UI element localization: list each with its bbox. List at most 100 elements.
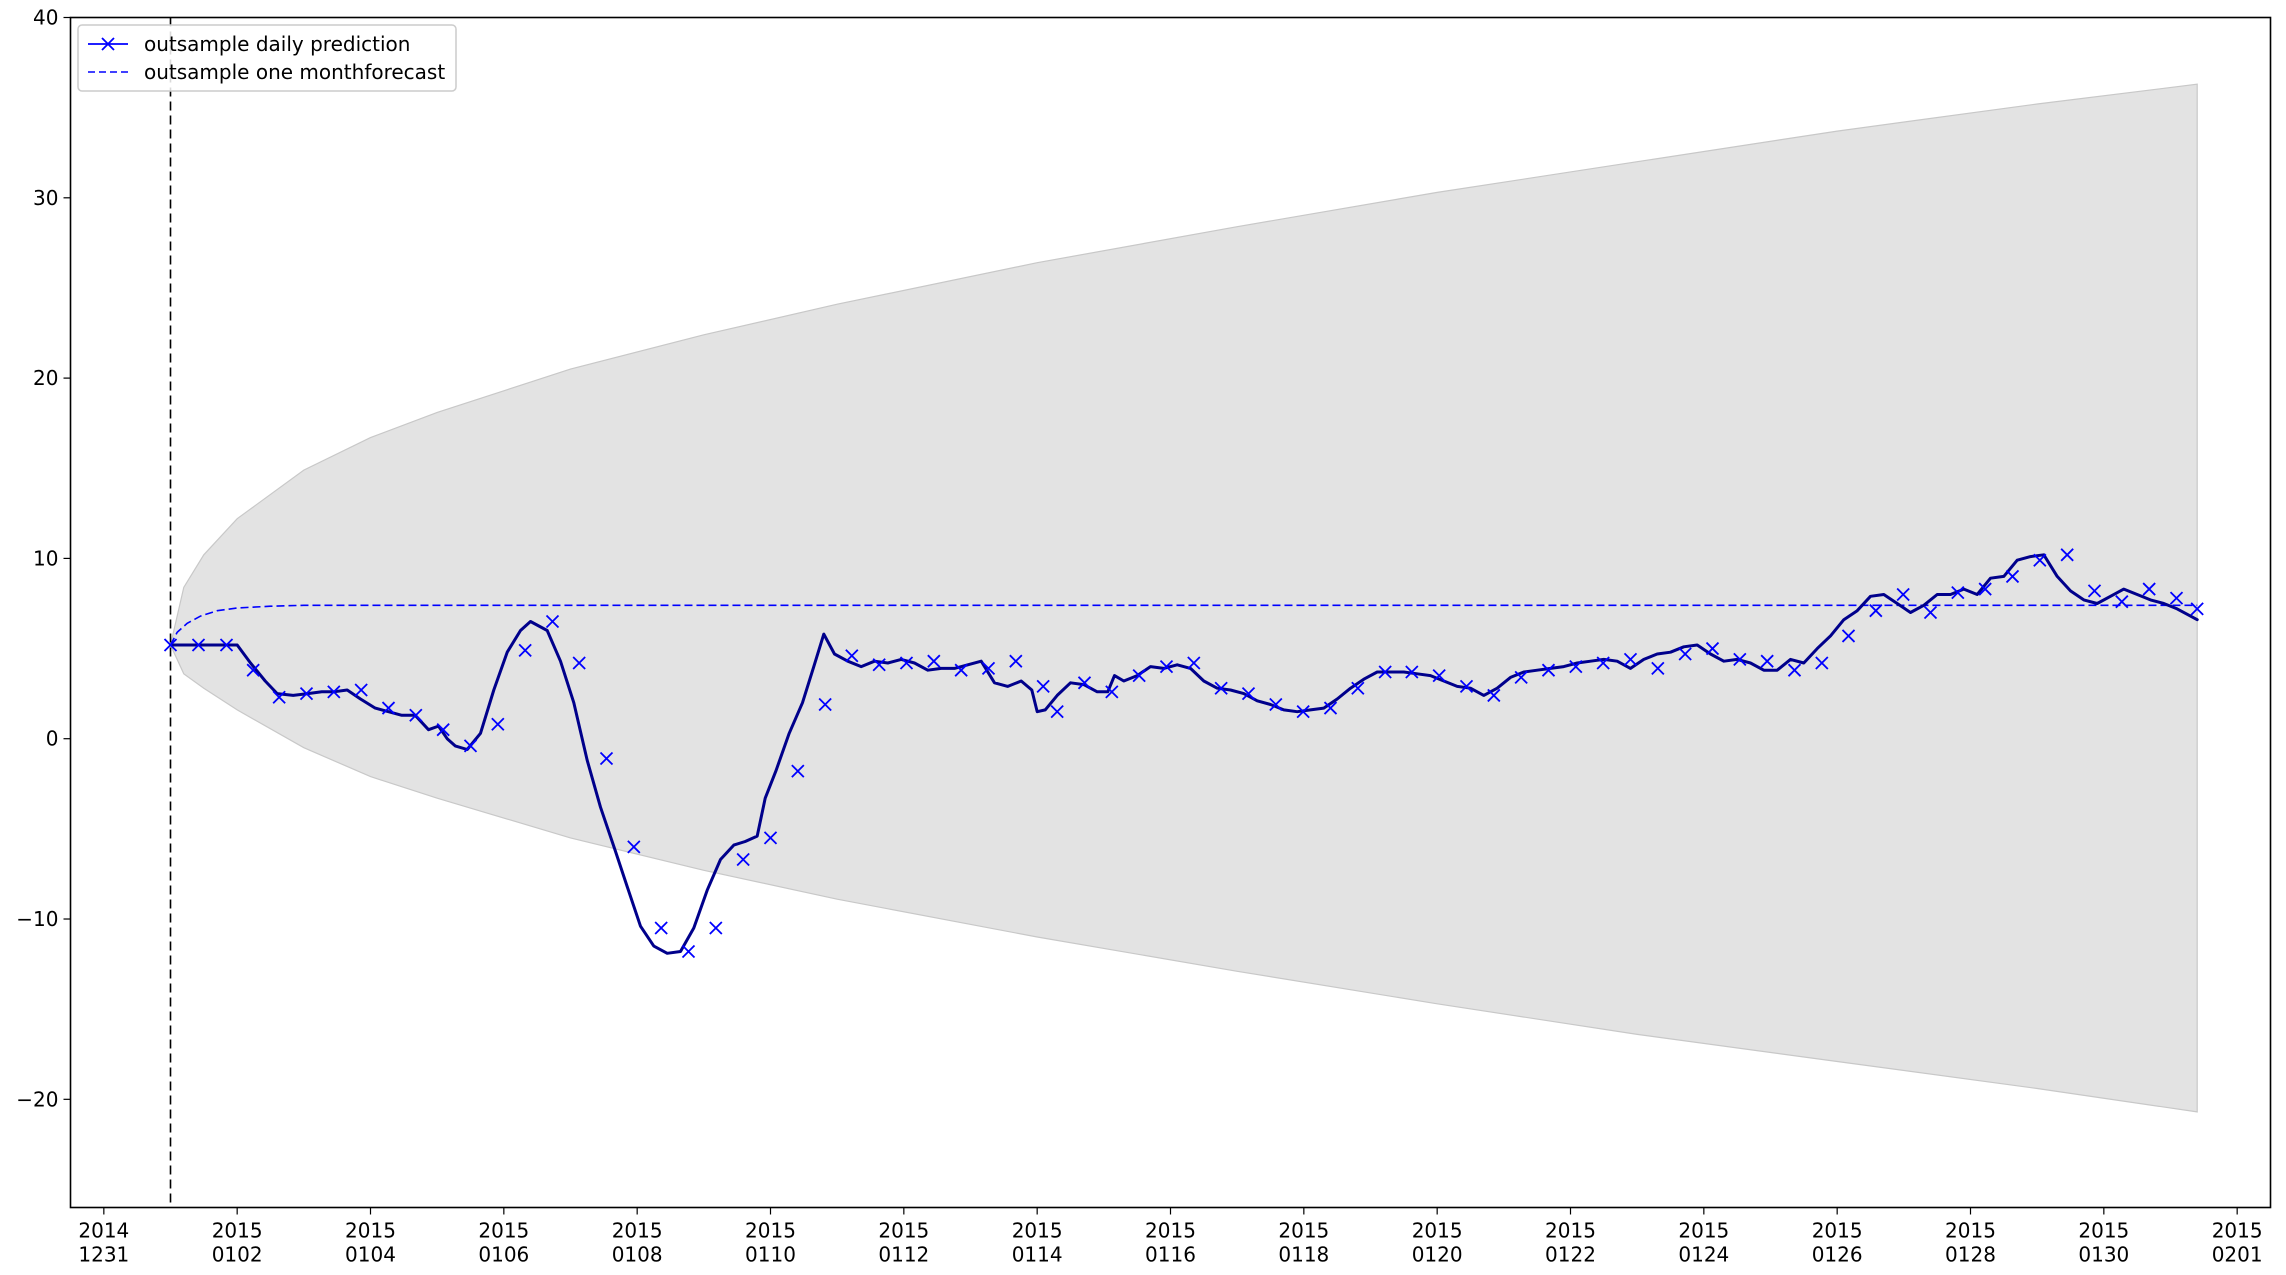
prediction-marker	[1923, 605, 1938, 620]
prediction-marker	[327, 685, 341, 699]
prediction-marker	[1951, 586, 1965, 600]
prediction-marker	[219, 638, 234, 652]
prediction-marker	[709, 921, 723, 935]
prediction-marker	[1241, 686, 1256, 701]
prediction-marker	[381, 701, 396, 715]
prediction-marker	[1405, 665, 1419, 679]
prediction-marker	[1541, 663, 1556, 677]
prediction-marker	[2033, 553, 2047, 567]
confidence-band-layer	[169, 83, 2198, 1113]
prediction-marker	[463, 739, 478, 753]
prediction-line	[169, 553, 2199, 955]
prediction-marker	[1733, 652, 1747, 667]
y-axis: −20 −10 0 10 20 30 40	[16, 6, 71, 1111]
x-tick-label-date: 0116	[1145, 1243, 1196, 1267]
x-tick-label-date: 0112	[878, 1243, 929, 1267]
prediction-marker	[1841, 629, 1856, 643]
prediction-marker	[927, 654, 941, 668]
prediction-marker	[1487, 688, 1501, 703]
prediction-marker	[1896, 587, 1910, 602]
prediction-marker	[518, 643, 532, 658]
prediction-marker	[1378, 665, 1392, 679]
prediction-marker	[1036, 679, 1050, 694]
x-tick-label-year: 2015	[878, 1219, 929, 1243]
legend-prediction-label: outsample daily prediction	[144, 32, 410, 56]
x-tick-label-date: 0114	[1012, 1243, 1063, 1267]
prediction-marker	[1351, 681, 1365, 695]
prediction-marker	[163, 638, 178, 652]
prediction-marker	[1159, 659, 1174, 674]
prediction-marker	[491, 717, 505, 731]
prediction-marker	[2060, 548, 2074, 562]
prediction-marker	[1760, 654, 1774, 668]
forecast-line	[169, 604, 2198, 646]
prediction-marker	[2190, 602, 2204, 616]
prediction-marker	[545, 614, 560, 629]
forecast-series-layer	[169, 604, 2198, 646]
prediction-series-layer	[169, 553, 2199, 955]
x-tick-label-year: 2015	[2212, 1219, 2263, 1243]
prediction-marker	[2087, 584, 2102, 598]
prediction-marker	[1815, 656, 1829, 670]
prediction-marker	[191, 638, 206, 652]
prediction-marker	[1514, 670, 1528, 685]
x-tick-label-date: 0201	[2212, 1243, 2263, 1267]
prediction-marker	[1651, 661, 1665, 676]
y-tick-label: 0	[46, 727, 59, 751]
prediction-marker	[299, 686, 314, 701]
y-tick-label: 40	[33, 6, 58, 30]
confidence-band	[169, 83, 2198, 1113]
prediction-marker	[1009, 654, 1023, 668]
x-tick-label-date: 0130	[2078, 1243, 2129, 1267]
prediction-marker	[954, 663, 968, 677]
x-tick-label-date: 1231	[78, 1243, 129, 1267]
prediction-marker-layer	[163, 548, 2204, 959]
prediction-marker	[2142, 582, 2156, 596]
prediction-marker	[872, 658, 886, 672]
x-tick-label-date: 0104	[345, 1243, 396, 1267]
prediction-marker	[246, 663, 260, 677]
prediction-marker	[599, 751, 614, 766]
legend-prediction-marker	[101, 37, 115, 51]
prediction-marker	[272, 690, 286, 704]
y-tick-label: 20	[33, 366, 58, 390]
prediction-marker	[1214, 681, 1228, 695]
x-tick-label-year: 2015	[345, 1219, 396, 1243]
legend-frame	[77, 24, 457, 92]
prediction-marker	[818, 697, 832, 712]
prediction-marker	[1132, 668, 1146, 683]
prediction-marker	[409, 708, 423, 722]
prediction-marker	[1187, 656, 1201, 670]
prediction-marker	[1705, 641, 1720, 656]
prediction-marker	[627, 840, 641, 854]
x-axis: 2014123120150102201501042015010620150108…	[78, 1207, 2263, 1267]
x-tick-label-date: 0122	[1545, 1243, 1596, 1267]
y-tick-label: −10	[16, 907, 58, 931]
prediction-marker	[1978, 582, 1992, 596]
x-tick-label-date: 0124	[1678, 1243, 1729, 1267]
x-tick-label-date: 0108	[612, 1243, 663, 1267]
prediction-marker	[1323, 701, 1338, 715]
prediction-marker	[791, 764, 805, 778]
prediction-marker	[1596, 656, 1610, 670]
prediction-marker	[899, 656, 914, 670]
prediction-marker	[1296, 705, 1310, 719]
x-tick-label-year: 2015	[212, 1219, 263, 1243]
x-tick-label-date: 0128	[1945, 1243, 1996, 1267]
x-tick-label-year: 2015	[1412, 1219, 1463, 1243]
x-tick-label-year: 2015	[1812, 1219, 1863, 1243]
y-tick-label: −20	[16, 1087, 58, 1111]
prediction-marker	[981, 661, 996, 676]
legend: outsample daily prediction outsample one…	[77, 24, 457, 92]
x-tick-label-year: 2015	[478, 1219, 529, 1243]
prediction-marker	[1869, 604, 1883, 618]
legend-forecast-label: outsample one monthforecast	[144, 60, 445, 84]
x-tick-label-year: 2015	[1278, 1219, 1329, 1243]
x-tick-label-year: 2015	[1545, 1219, 1596, 1243]
x-tick-label-date: 0120	[1412, 1243, 1463, 1267]
x-tick-label-year: 2015	[2078, 1219, 2129, 1243]
x-tick-label-date: 0106	[478, 1243, 529, 1267]
x-tick-label-date: 0110	[745, 1243, 796, 1267]
x-tick-label-year: 2015	[1945, 1219, 1996, 1243]
